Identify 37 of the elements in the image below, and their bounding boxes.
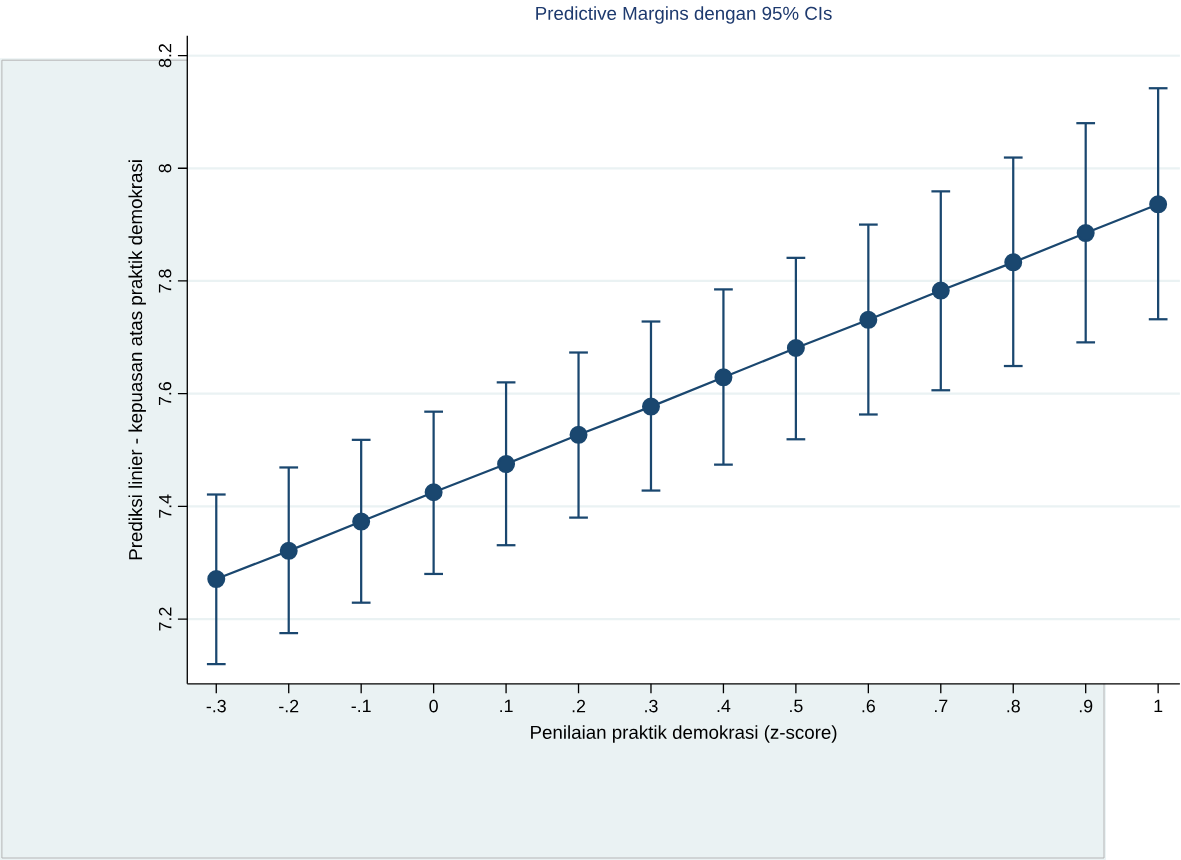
- point: [1149, 195, 1168, 214]
- x-axis-title: Penilaian praktik demokrasi (z-score): [531, 725, 837, 743]
- point: [424, 483, 443, 502]
- x-tick-label: .2: [572, 699, 586, 713]
- y-tick-label: 8: [158, 164, 172, 173]
- x-tick-label: 1: [1154, 699, 1163, 713]
- x-tick-label: .9: [1079, 699, 1093, 713]
- point: [207, 570, 226, 589]
- x-tick-label: .1: [500, 699, 513, 713]
- y-tick-label: 7.4: [159, 494, 172, 518]
- point: [714, 368, 733, 387]
- point: [859, 310, 878, 329]
- chart-title: Predictive Margins dengan 95% CIs: [536, 6, 832, 24]
- x-tick-label: -.1: [351, 699, 371, 713]
- y-tick-label: 8.2: [158, 44, 172, 68]
- x-tick-label: -.3: [206, 699, 226, 713]
- y-tick-label: 7.2: [158, 607, 172, 631]
- point: [352, 512, 371, 531]
- x-tick-label: .4: [717, 699, 731, 713]
- point: [569, 425, 588, 444]
- y-tick-label: 7.8: [158, 269, 172, 293]
- y-tick-label: 7.6: [158, 382, 172, 406]
- x-tick-label: .6: [862, 699, 875, 713]
- y-axis-title: Prediksi linier - kepuasan atas praktik demokrasi: [128, 160, 146, 560]
- x-tick-label: 0: [429, 699, 438, 713]
- point: [1004, 253, 1023, 272]
- x-tick-label: .3: [645, 699, 658, 713]
- x-tick-label: .8: [1007, 699, 1020, 713]
- point: [641, 397, 660, 416]
- point: [497, 455, 516, 474]
- point: [1076, 224, 1095, 243]
- point: [786, 339, 805, 358]
- x-tick-label: .7: [935, 699, 948, 713]
- point: [931, 281, 950, 300]
- x-tick-label: .5: [790, 699, 803, 713]
- point: [279, 541, 298, 560]
- x-tick-label: -.2: [279, 699, 299, 713]
